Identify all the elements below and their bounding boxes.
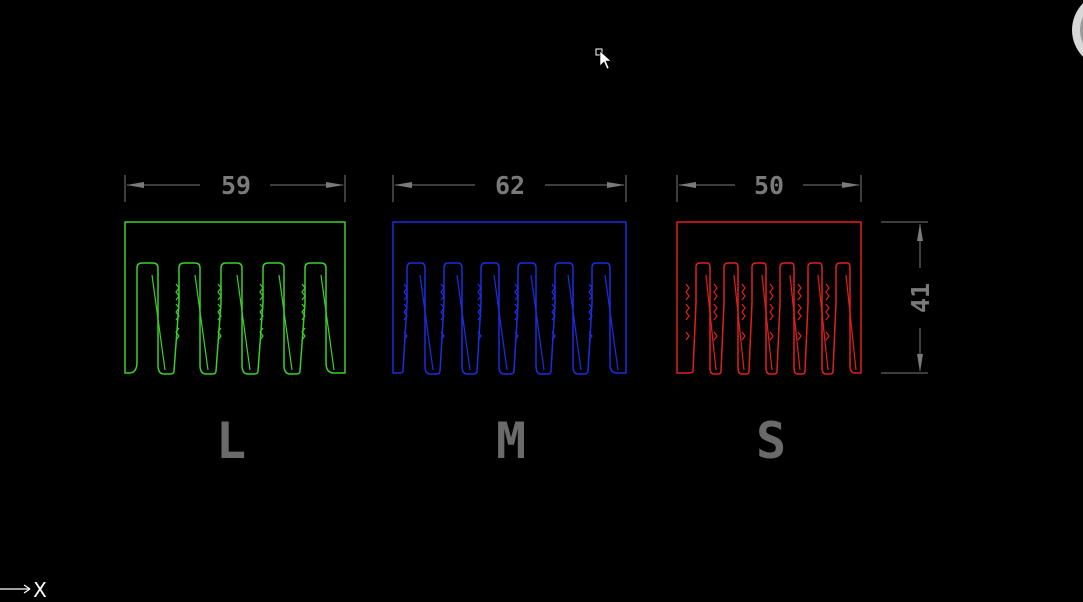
part-outline-L[interactable] <box>124 221 346 375</box>
slot-teeth-S <box>685 274 857 371</box>
arrow-cursor-icon <box>599 50 612 70</box>
width-dimension-value: 50 <box>754 171 784 200</box>
viewcube-edge-icon[interactable] <box>1072 0 1083 68</box>
part-outline-M[interactable] <box>392 221 627 375</box>
height-dimension[interactable]: 41 <box>881 221 935 374</box>
part-S[interactable]: 50 S <box>676 171 862 470</box>
width-dimension-L[interactable]: 59 <box>124 171 346 202</box>
width-dimension-M[interactable]: 62 <box>392 171 627 202</box>
part-outline-S[interactable] <box>676 221 862 375</box>
slot-teeth-L <box>151 274 335 371</box>
ucs-x-label: X <box>33 578 47 602</box>
width-dimension-S[interactable]: 50 <box>676 171 862 202</box>
part-label-M: M <box>496 412 526 470</box>
height-dimension-value: 41 <box>906 283 935 313</box>
slot-teeth-M <box>403 274 619 371</box>
part-L[interactable]: 59 L <box>124 171 346 470</box>
width-dimension-value: 62 <box>495 171 525 200</box>
part-label-S: S <box>756 412 786 470</box>
ucs-axis-icon: X <box>0 578 47 602</box>
part-M[interactable]: 62 M <box>392 171 627 470</box>
pickbox-icon <box>595 48 603 56</box>
width-dimension-value: 59 <box>221 171 251 200</box>
part-label-L: L <box>216 412 246 470</box>
